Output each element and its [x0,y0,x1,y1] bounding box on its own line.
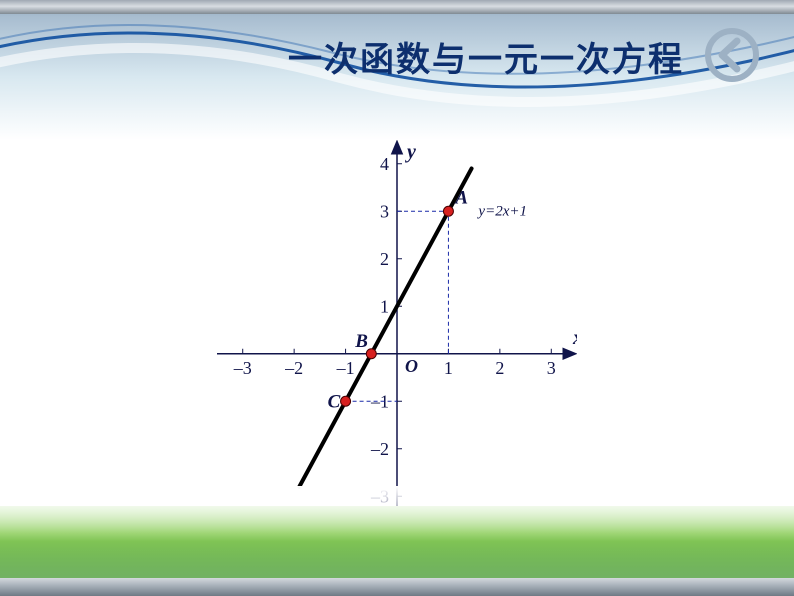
y-tick-label: –2 [370,439,389,459]
x-tick-label: –3 [233,358,252,378]
x-tick-label: 3 [547,358,556,378]
x-tick-label: 2 [495,358,504,378]
y-tick-label: 1 [380,296,389,316]
x-axis-label: x [572,327,577,349]
y-tick-label: –3 [370,486,389,506]
footer-metal-bar [0,578,794,596]
slide-title: 一次函数与一元一次方程 [288,32,684,81]
coordinate-graph: –3 –2 –1 1 2 3 1 2 3 4 –1 –2 –3 x y Oy=2x+1 A B C [217,140,577,520]
y-tick-label: 3 [380,201,389,221]
y-tick-label: –1 [370,391,389,411]
y-axis-label: y [405,141,416,163]
point-label-a: A [454,187,468,208]
point-a [443,206,453,216]
point-label-c: C [328,391,341,412]
point-label-b: B [354,331,368,352]
x-tick-label: 1 [444,358,453,378]
back-icon[interactable] [705,28,759,82]
x-tick-label: –2 [284,358,303,378]
y-tick-label: 4 [380,154,389,174]
origin-label: O [405,356,418,376]
y-tick-label: 2 [380,249,389,269]
point-c [341,396,351,406]
header-metal-bar [0,0,794,14]
x-tick-label: –1 [336,358,355,378]
equation-label: y=2x+1 [476,203,527,219]
